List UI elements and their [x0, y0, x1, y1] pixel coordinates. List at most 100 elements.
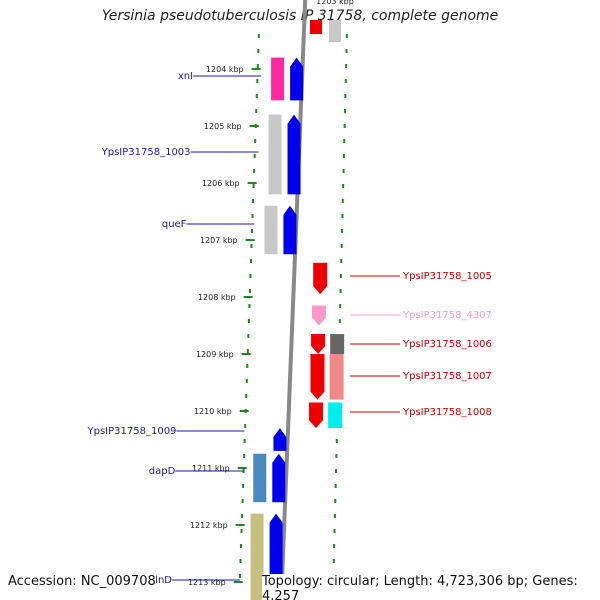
track-dot [335, 439, 338, 443]
axis-tick-label: 1209 kbp [196, 350, 234, 359]
axis-tick-label: 1206 kbp [202, 179, 240, 188]
track-dot [256, 64, 259, 68]
track-dot [243, 439, 246, 443]
track-dot [253, 169, 256, 173]
track-dot [238, 574, 241, 578]
cds-bar-partial [329, 20, 341, 42]
track-dot [339, 304, 342, 308]
track-dot [247, 319, 250, 323]
track-dot [242, 469, 245, 473]
gene-label: YpsIP31758_1005 [402, 271, 492, 282]
gene-label: YpsIP31758_1009 [87, 426, 177, 437]
forward-cds-bar [250, 513, 264, 600]
track-dot [250, 244, 253, 248]
track-dot [343, 124, 346, 128]
track-dot [254, 139, 257, 143]
track-dot [240, 544, 243, 548]
track-dot [253, 154, 256, 158]
genome-stats-text: Topology: circular; Length: 4,723,306 bp… [262, 574, 600, 600]
track-dot [246, 349, 249, 353]
track-dot [240, 529, 243, 533]
axis-tick-label: 1211 kbp [192, 464, 230, 473]
accession-text: Accession: NC_009708 [8, 574, 156, 589]
axis-tick-label: 1208 kbp [198, 293, 236, 302]
track-dot [335, 469, 338, 473]
forward-gene-arrow [273, 428, 287, 451]
track-dot [248, 304, 251, 308]
track-dot [245, 394, 248, 398]
gene-label: YpsIP31758_1008 [402, 407, 492, 418]
track-dot [334, 484, 337, 488]
gene-label: YpsIP31758_4307 [402, 310, 492, 321]
gene-arrow-partial [310, 20, 322, 34]
gene-label: YpsIP31758_1006 [402, 339, 492, 350]
track-dot [243, 454, 246, 458]
track-dot [257, 49, 260, 53]
track-dot [251, 229, 254, 233]
axis-tick-label: 1210 kbp [194, 407, 232, 416]
reverse-gene-arrow [313, 262, 328, 295]
track-dot [255, 94, 258, 98]
track-dot [251, 214, 254, 218]
track-dot [248, 289, 251, 293]
track-dot [333, 544, 336, 548]
track-dot [342, 184, 345, 188]
forward-gene-arrow [283, 205, 297, 255]
track-dot [344, 79, 347, 83]
forward-gene-arrow [287, 114, 301, 195]
track-dot [245, 379, 248, 383]
track-dot [344, 109, 347, 113]
track-dot [341, 199, 344, 203]
gene-label: xnI [178, 71, 193, 82]
gene-label: queF [162, 219, 187, 230]
forward-cds-bar [268, 114, 282, 195]
reverse-cds-bar [330, 334, 345, 354]
axis-tick-label: 1213 kbp [188, 578, 226, 587]
gene-label: YpsIP31758_1003 [101, 147, 191, 158]
axis-top-label: 1203 kbp [316, 0, 354, 6]
reverse-gene-arrow [309, 402, 324, 429]
axis-tick-label: 1204 kbp [206, 65, 244, 74]
track-dot [342, 154, 345, 158]
track-dot [257, 34, 260, 38]
track-dot [342, 169, 345, 173]
track-dot [241, 499, 244, 503]
track-dot [242, 484, 245, 488]
track-dot [247, 334, 250, 338]
reverse-gene-arrow [311, 334, 326, 354]
track-dot [340, 244, 343, 248]
map-title: Yersinia pseudotuberculosis IP 31758, co… [101, 8, 499, 24]
track-dot [246, 364, 249, 368]
track-dot [244, 424, 247, 428]
track-dot [334, 499, 337, 503]
forward-cds-bar [271, 57, 285, 101]
reverse-gene-arrow [310, 354, 325, 400]
forward-cds-bar [253, 453, 267, 503]
track-dot [345, 34, 348, 38]
reverse-cds-bar [329, 354, 344, 400]
track-dot [249, 274, 252, 278]
track-dot [249, 259, 252, 263]
track-dot [241, 514, 244, 518]
track-dot [344, 94, 347, 98]
track-dot [252, 184, 255, 188]
gene-label: YpsIP31758_1007 [402, 371, 492, 382]
gene-label: glnD [149, 575, 172, 586]
forward-gene-arrow [272, 453, 286, 503]
gene-label: dapD [149, 466, 176, 477]
track-dot [341, 229, 344, 233]
track-dot [339, 289, 342, 293]
track-dot [345, 64, 348, 68]
track-dot [341, 214, 344, 218]
track-dot [252, 199, 255, 203]
track-dot [335, 454, 338, 458]
forward-cds-bar [264, 205, 278, 255]
track-dot [256, 79, 259, 83]
axis-tick-label: 1205 kbp [204, 122, 242, 131]
axis-tick-label: 1212 kbp [190, 521, 228, 530]
forward-gene-arrow [290, 57, 304, 101]
track-dot [255, 109, 258, 113]
track-dot [340, 259, 343, 263]
